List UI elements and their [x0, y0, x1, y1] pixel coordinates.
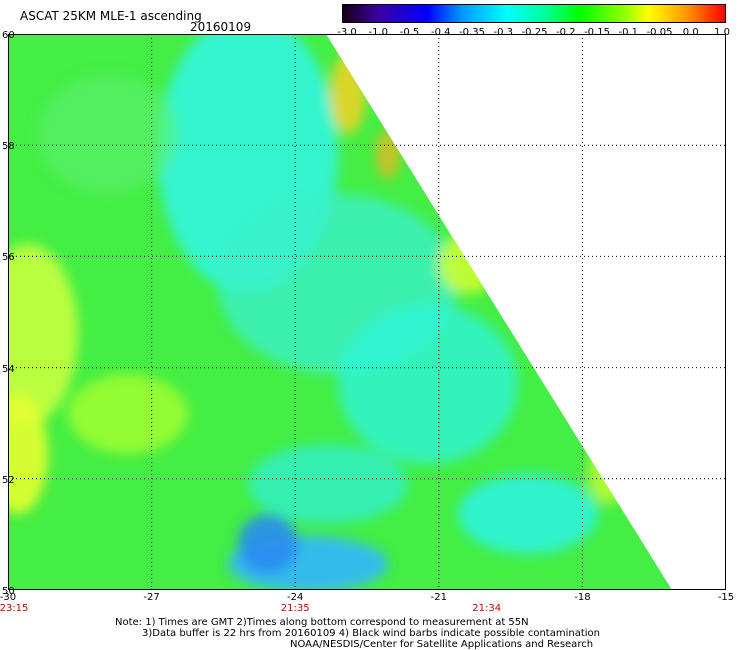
time-label: 21:34	[472, 603, 502, 614]
note-line-3: NOAA/NESDIS/Center for Satellite Applica…	[290, 639, 594, 650]
lat-tick-label: 60	[2, 30, 15, 41]
colorbar-label: -0.1	[618, 27, 639, 38]
time-label: 21:35	[280, 603, 310, 614]
lon-tick-label: -27	[143, 592, 160, 603]
colorbar-label: -0.3	[493, 27, 514, 38]
map-title: ASCAT 25KM MLE-1 ascending	[20, 9, 202, 23]
colorbar	[342, 4, 726, 23]
colorbar-label: 0.0	[682, 27, 699, 38]
colorbar-label: -0.25	[521, 27, 548, 38]
colorbar-label: -0.4	[430, 27, 451, 38]
colorbar-label: -0.5	[399, 27, 420, 38]
map-date: 20160109	[190, 20, 252, 34]
note-line-2: 3)Data buffer is 22 hrs from 20160109 4)…	[142, 628, 600, 639]
lat-tick-label: 56	[2, 252, 15, 264]
lon-tick-label: -24	[287, 592, 304, 603]
lat-tick-label: 52	[2, 474, 15, 486]
time-label: 23:15	[0, 603, 29, 614]
grid-lines	[8, 34, 726, 590]
lat-tick-label: 54	[2, 363, 15, 375]
colorbar-label: -3.0	[337, 27, 357, 38]
note-line-1: Note: 1) Times are GMT 2)Times along bot…	[115, 617, 529, 628]
lat-tick-label: 50	[2, 586, 15, 597]
colorbar-label: 1.0	[714, 27, 730, 38]
swath-map	[8, 34, 726, 590]
colorbar-label: -0.2	[555, 27, 576, 38]
colorbar-label: -0.05	[646, 27, 673, 38]
colorbar-label: -0.35	[459, 27, 485, 38]
colorbar-label: -0.15	[584, 27, 610, 38]
lon-tick-label: -18	[574, 592, 591, 603]
lon-tick-label: -15	[717, 592, 735, 603]
lon-tick-label: -30	[0, 592, 17, 603]
lat-tick-label: 58	[2, 141, 15, 153]
lon-tick-label: -21	[430, 592, 447, 603]
colorbar-label: -1.0	[368, 27, 389, 38]
